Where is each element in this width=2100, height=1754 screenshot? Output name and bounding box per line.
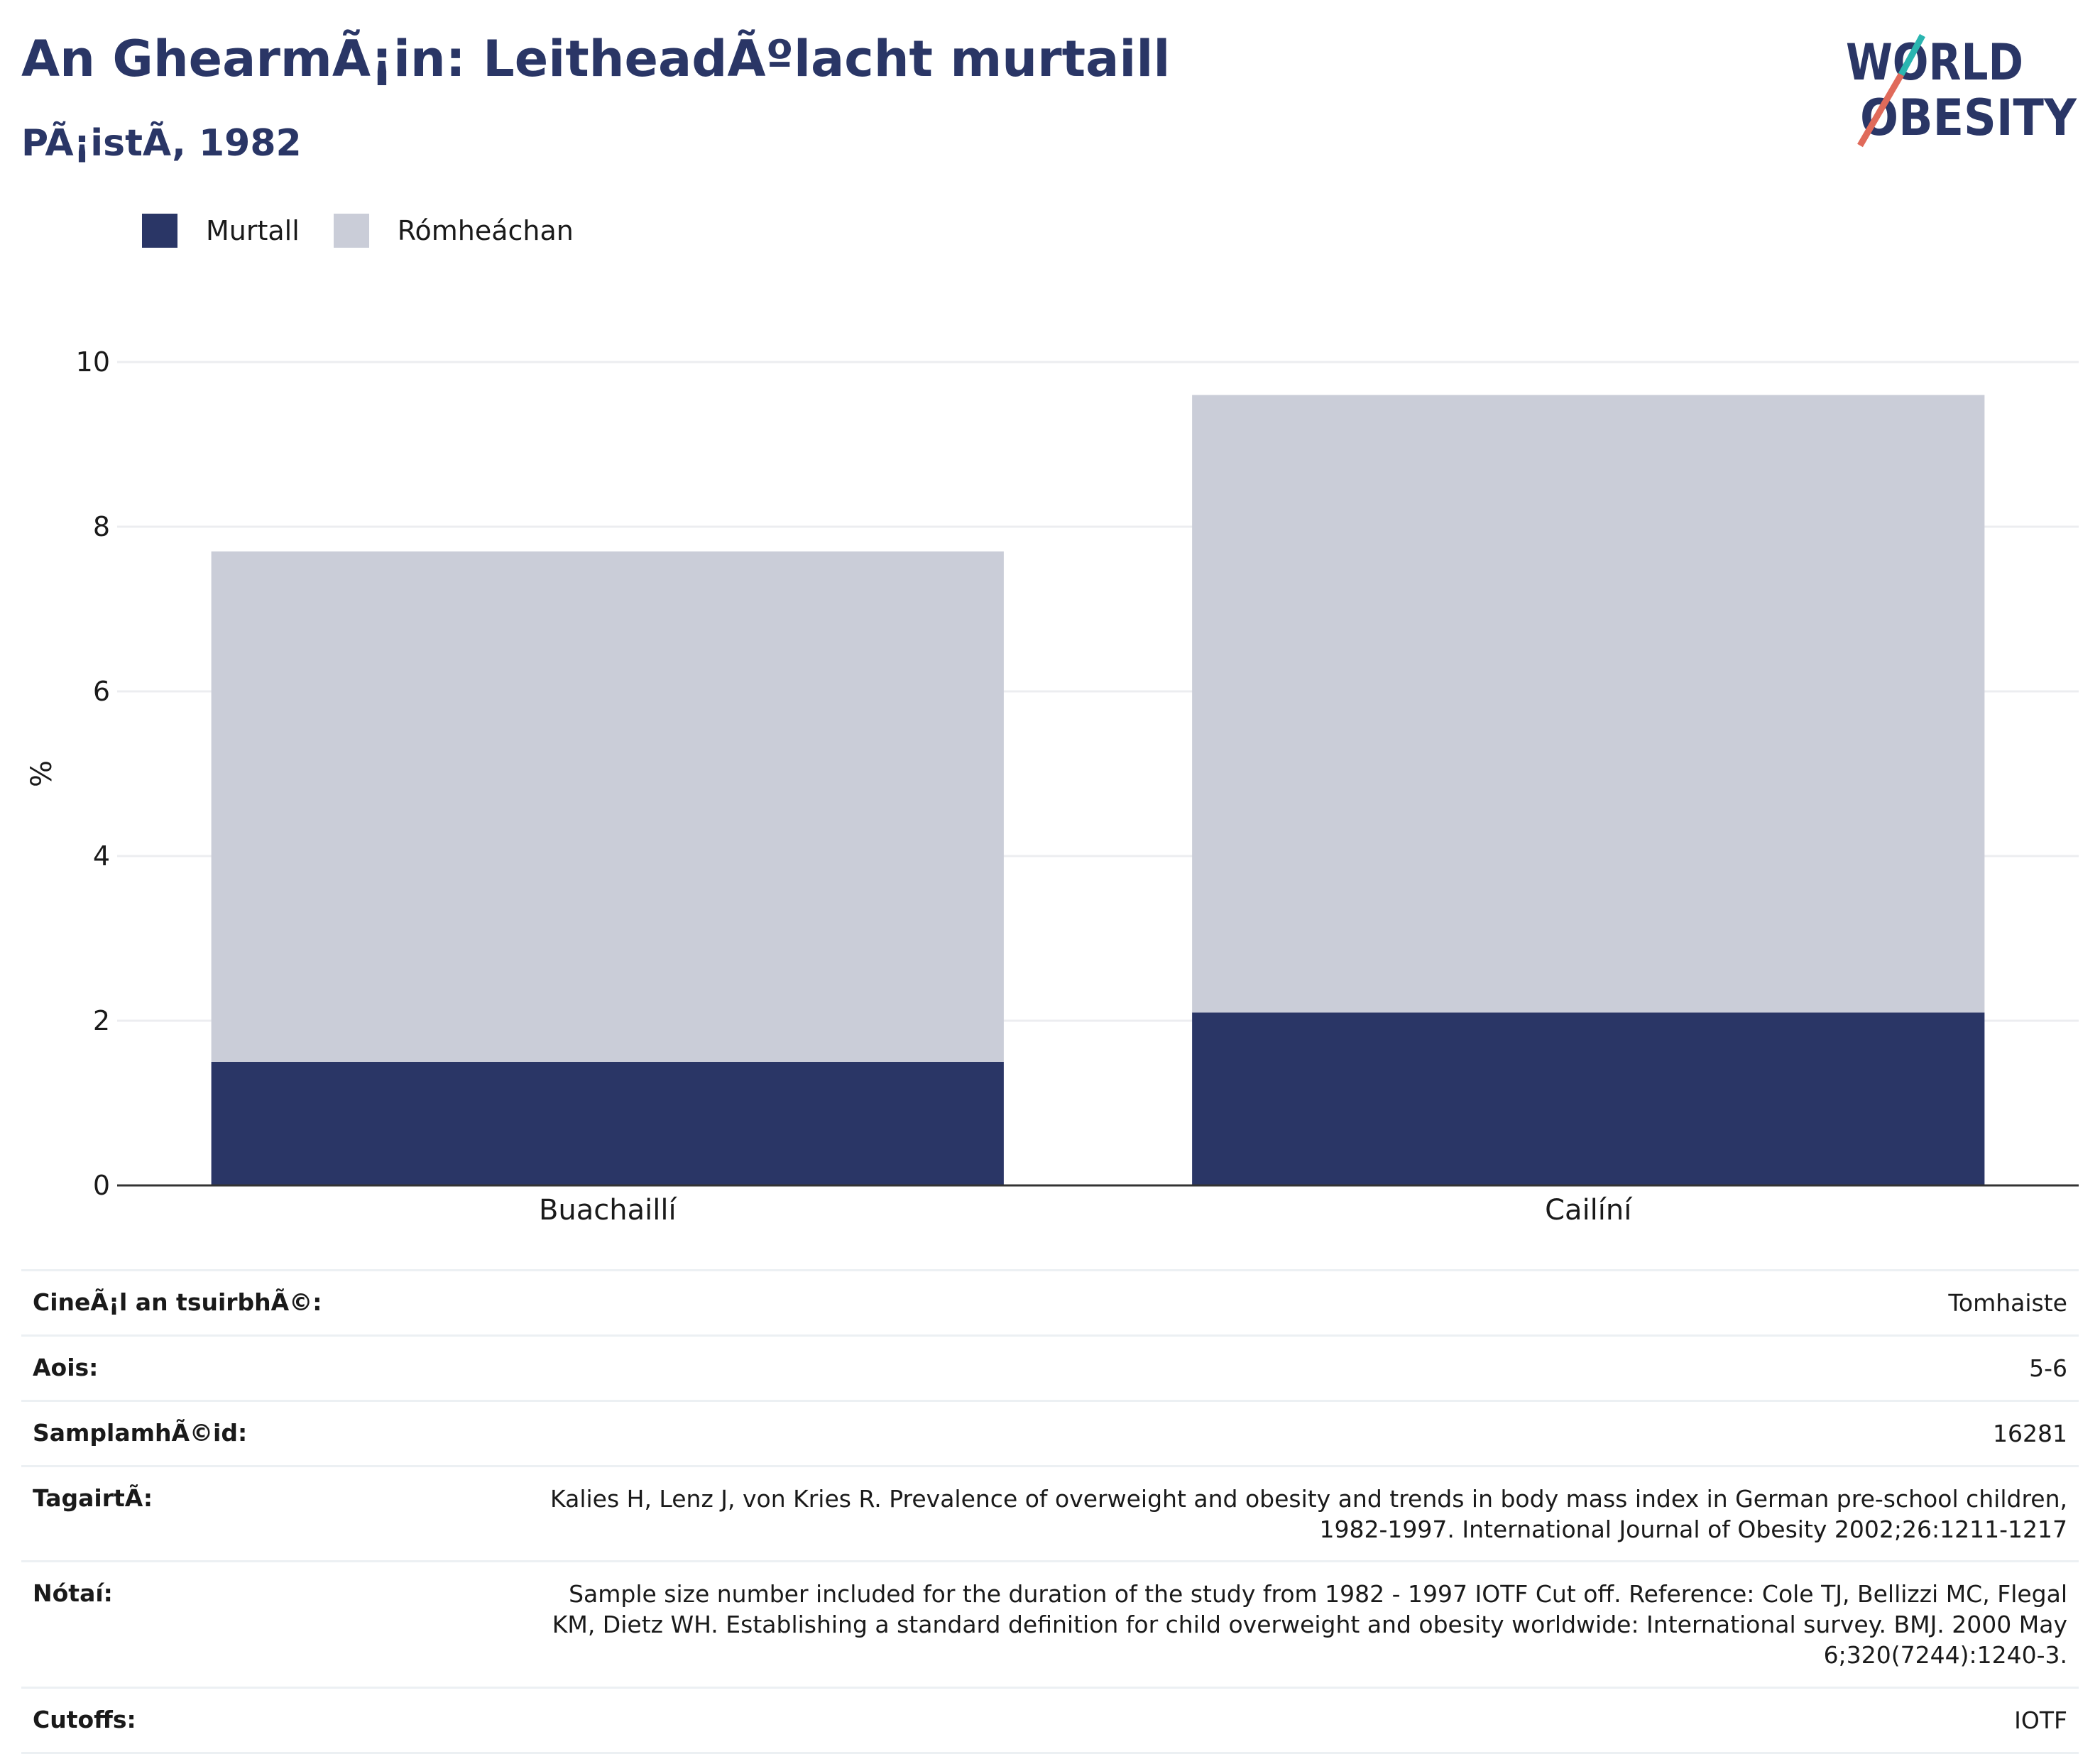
bar-chart: 0 2 4 6 8 10% Buachaillí Cailíní (26, 346, 2079, 1227)
info-value: Tomhaiste (1948, 1289, 2067, 1317)
info-row-survey-type: CineÃ¡l an tsuirbhÃ©: Tomhaiste (21, 1269, 2079, 1334)
info-label: Aois: (33, 1353, 99, 1381)
legend-swatch-murtall (142, 214, 177, 248)
x-tick-label: Cailíní (1545, 1194, 1633, 1227)
info-label: SamplamhÃ©id: (33, 1418, 248, 1447)
y-tick-label: 2 (93, 1005, 110, 1036)
y-tick-label: 10 (76, 346, 110, 378)
info-row-notes: Nótaí: Sample size number included for t… (21, 1560, 2079, 1687)
info-label: Nótaí: (33, 1579, 113, 1608)
y-tick-label: 4 (93, 840, 110, 872)
page-subtitle: PÃ¡istÃ, 1982 (21, 122, 302, 165)
svg-text:OBESITY: OBESITY (1860, 89, 2077, 147)
info-value: Kalies H, Lenz J, von Kries R. Prevalenc… (550, 1484, 2067, 1543)
svg-text:WORLD: WORLD (1846, 33, 2023, 92)
bar-romheachan-1 (1192, 395, 1985, 1013)
y-axis-title: % (26, 760, 58, 787)
world-obesity-logo: WORLD OBESITY (1846, 33, 2077, 148)
info-label: Cutoffs: (33, 1706, 136, 1734)
info-value: Sample size number included for the dura… (552, 1580, 2067, 1670)
bar-romheachan-0 (211, 551, 1004, 1062)
y-tick-label: 6 (93, 676, 110, 707)
legend-label-murtall: Murtall (206, 215, 300, 246)
info-value: 16281 (1993, 1419, 2067, 1447)
legend-swatch-romheachan (333, 214, 369, 248)
legend-item-romheachan[interactable]: Rómheáchan (333, 214, 574, 248)
bar-murtall-1 (1192, 1012, 1985, 1185)
info-label: CineÃ¡l an tsuirbhÃ©: (33, 1288, 322, 1316)
info-row-cutoffs: Cutoffs: IOTF (21, 1687, 2079, 1754)
info-table: CineÃ¡l an tsuirbhÃ©: Tomhaiste Aois: 5-… (21, 1269, 2079, 1754)
info-label: TagairtÃ: (33, 1484, 153, 1512)
info-row-age: Aois: 5-6 (21, 1334, 2079, 1400)
y-tick-label: 0 (93, 1170, 110, 1201)
info-value: 5-6 (2029, 1354, 2067, 1382)
info-row-reference: TagairtÃ: Kalies H, Lenz J, von Kries R.… (21, 1464, 2079, 1561)
info-value: IOTF (2014, 1706, 2067, 1735)
page-title: An GhearmÃ¡in: LeitheadÃºlacht murtaill (21, 30, 1171, 88)
legend-item-murtall[interactable]: Murtall (142, 214, 300, 248)
x-tick-label: Buachaillí (539, 1194, 678, 1227)
bar-murtall-0 (211, 1062, 1004, 1185)
legend-label-romheachan: Rómheáchan (397, 215, 574, 246)
chart-legend: Murtall Rómheáchan (142, 213, 608, 248)
info-row-sample-size: SamplamhÃ©id: 16281 (21, 1399, 2079, 1465)
y-tick-label: 8 (93, 511, 110, 542)
